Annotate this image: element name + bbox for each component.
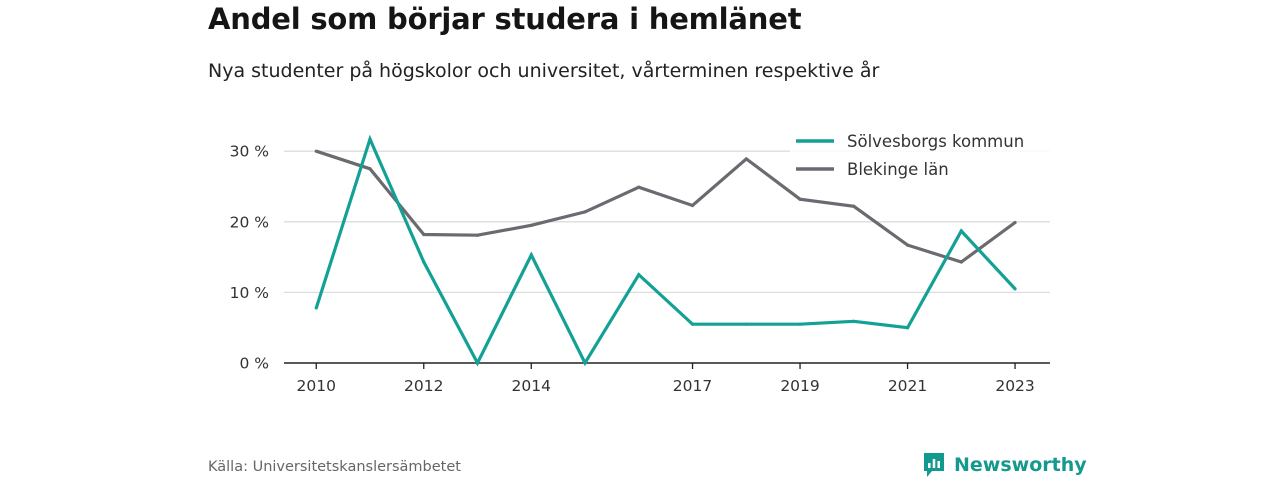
blekinge-data-point: [529, 223, 533, 227]
solvesborg-data-point: [422, 260, 426, 264]
blekinge-data-point: [744, 157, 748, 161]
blekinge-data-point: [475, 233, 480, 237]
x-tick-label: 2010: [297, 377, 336, 395]
blekinge-data-point: [690, 203, 695, 208]
x-tick-label: 2012: [404, 377, 443, 395]
blekinge-data-point: [852, 204, 856, 208]
solvesborg-data-point: [959, 229, 963, 233]
newsworthy-logo: Newsworthy: [922, 450, 1087, 480]
blekinge-data-point: [798, 197, 802, 201]
blekinge-data-point: [422, 232, 426, 237]
x-tick-label: 2019: [780, 377, 819, 395]
blekinge-data-point: [583, 210, 587, 214]
x-tick-label: 2014: [512, 377, 551, 395]
blekinge-series-line: [315, 149, 1017, 264]
newsworthy-logo-icon: [924, 453, 944, 477]
y-tick-label: 10 %: [230, 284, 269, 302]
solvesborg-data-point: [744, 322, 748, 326]
solvesborg-data-point: [368, 137, 372, 141]
brand-name: Newsworthy: [954, 454, 1087, 476]
source-note: Källa: Universitetskanslersämbetet: [208, 459, 461, 475]
y-tick-label: 30 %: [230, 143, 269, 161]
blekinge-data-point: [637, 185, 641, 189]
x-tick-label: 2023: [995, 377, 1034, 395]
blekinge-data-point: [1013, 220, 1017, 225]
solvesborg-data-point: [690, 322, 695, 326]
blekinge-data-point: [314, 149, 318, 153]
legend-box: [790, 126, 1050, 186]
solvesborg-data-point: [637, 273, 641, 277]
solvesborg-data-point: [798, 322, 802, 326]
blekinge-data-point: [959, 260, 963, 264]
blekinge-data-point: [905, 243, 910, 247]
y-tick-label: 0 %: [239, 355, 269, 373]
solvesborg-data-point: [583, 361, 587, 365]
chart-title: Andel som börjar studera i hemlänet: [208, 2, 802, 36]
blekinge-data-point: [368, 167, 372, 171]
legend-label: Sölvesborgs kommun: [847, 132, 1024, 151]
solvesborg-data-point: [1013, 287, 1017, 291]
chart-subtitle: Nya studenter på högskolor och universit…: [208, 60, 880, 82]
x-tick-label: 2021: [888, 377, 927, 395]
solvesborg-data-point: [529, 253, 533, 257]
legend-label: Blekinge län: [847, 160, 949, 179]
x-tick-label: 2017: [673, 377, 712, 395]
solvesborg-data-point: [852, 319, 856, 323]
solvesborg-data-point: [905, 326, 910, 330]
solvesborg-data-point: [475, 361, 480, 365]
y-tick-label: 20 %: [230, 213, 269, 231]
solvesborg-data-point: [314, 306, 318, 310]
solvesborg-series-line: [314, 134, 1017, 367]
